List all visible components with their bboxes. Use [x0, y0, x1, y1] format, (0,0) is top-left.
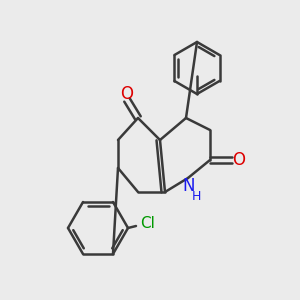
Text: N: N — [183, 177, 195, 195]
Text: O: O — [232, 151, 245, 169]
Text: O: O — [121, 85, 134, 103]
Text: Cl: Cl — [141, 215, 155, 230]
Text: H: H — [191, 190, 201, 202]
